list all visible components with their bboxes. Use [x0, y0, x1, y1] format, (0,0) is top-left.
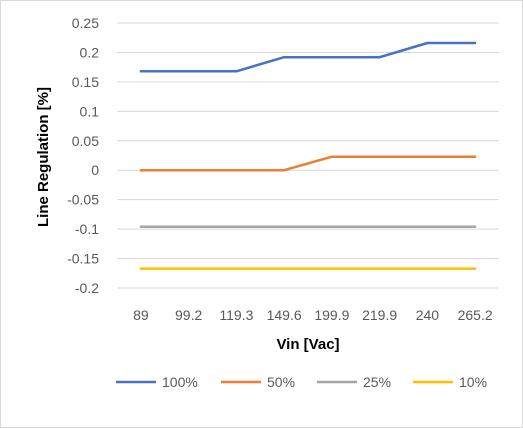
y-tick-label: -0.15	[67, 251, 99, 267]
legend-label: 100%	[162, 374, 198, 390]
legend-label: 25%	[363, 374, 391, 390]
x-axis-title: Vin [Vac]	[276, 336, 339, 353]
series-line-50pct	[139, 155, 477, 172]
y-tick-label: -0.2	[75, 280, 99, 296]
x-tick-label: 89	[133, 307, 149, 323]
x-tick-label: 119.3	[219, 307, 253, 323]
y-tick-label: -0.1	[75, 221, 99, 237]
legend-label: 10%	[459, 374, 487, 390]
y-axis-title: Line Regulation [%]	[35, 87, 52, 227]
legend: 100% 50% 25% 10%	[116, 374, 487, 390]
x-tick-label: 219.9	[362, 307, 397, 323]
y-tick-labels: 0.25 0.2 0.15 0.1 0.05 0 -0.05 -0.1 -0.15 -0.2	[67, 15, 99, 296]
x-tick-label: 149.6	[267, 307, 302, 323]
y-tick-label: 0.05	[72, 133, 99, 149]
y-tick-label: 0	[91, 162, 99, 178]
series-line-100pct	[139, 41, 477, 73]
series-lines	[139, 41, 477, 270]
legend-label: 50%	[267, 374, 295, 390]
y-tick-label: -0.05	[67, 192, 99, 208]
x-tick-labels: 89 99.2 119.3 149.6 199.9 219.9 240 265.2	[133, 307, 493, 323]
x-tick-label: 240	[416, 307, 440, 323]
y-tick-label: 0.2	[80, 44, 100, 60]
x-tick-label: 199.9	[314, 307, 349, 323]
x-tick-label: 99.2	[175, 307, 202, 323]
y-tick-label: 0.1	[80, 103, 100, 119]
y-tick-label: 0.15	[72, 74, 99, 90]
x-tick-label: 265.2	[458, 307, 493, 323]
y-tick-label: 0.25	[72, 15, 99, 31]
